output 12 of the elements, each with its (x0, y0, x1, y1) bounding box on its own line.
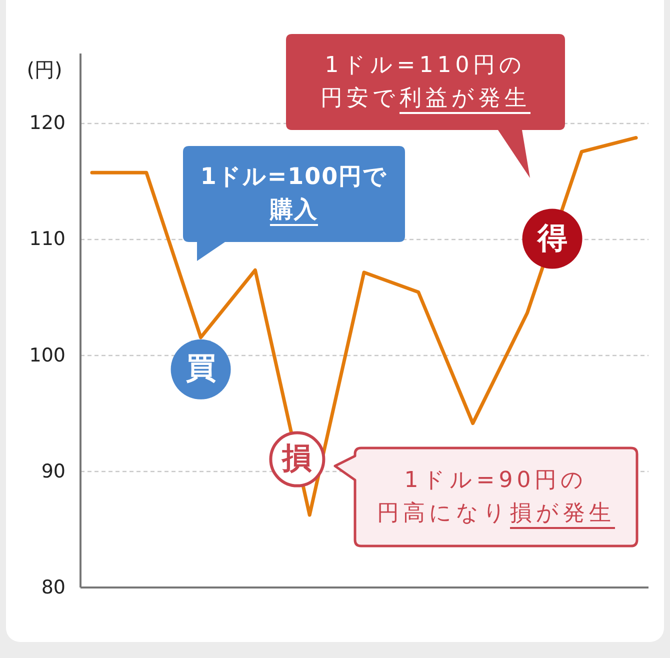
annotation: 買 (186, 351, 216, 386)
y-tick-label: 110 (29, 228, 66, 250)
y-tick-label: 80 (41, 576, 66, 598)
annotation: 損 (282, 441, 312, 476)
annotation: 1ドル=110円の円安で利益が発生 (320, 52, 530, 113)
annotation: 得 (537, 220, 568, 256)
annotation: 1ドル=100円で購入 (200, 163, 388, 223)
y-tick-label: 100 (29, 344, 66, 366)
y-axis-title: (円) (26, 58, 62, 82)
annotation: 1ドル=90円の円高になり損が発生 (377, 467, 615, 528)
y-tick-label: 120 (29, 112, 66, 134)
y-tick-label: 90 (41, 460, 66, 482)
